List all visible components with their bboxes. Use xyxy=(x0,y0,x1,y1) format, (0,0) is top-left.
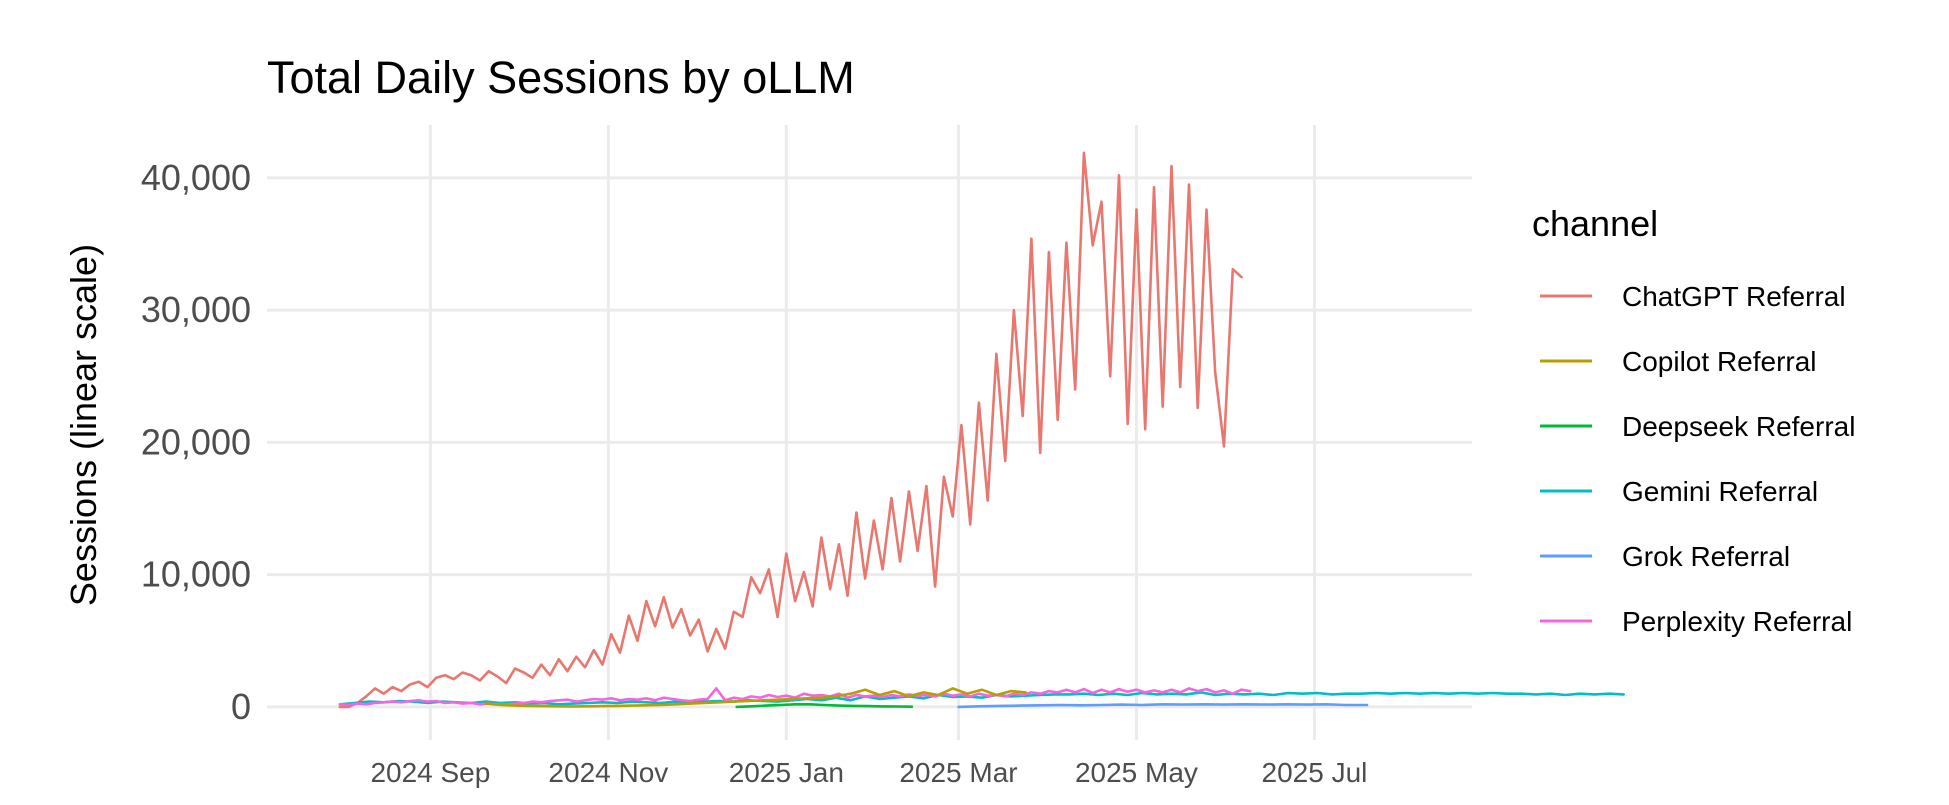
legend-label-grok-referral: Grok Referral xyxy=(1622,541,1790,572)
legend-label-gemini-referral: Gemini Referral xyxy=(1622,476,1818,507)
legend: channel ChatGPT Referral Copilot Referral… xyxy=(1532,203,1855,637)
legend-label-copilot-referral: Copilot Referral xyxy=(1622,346,1817,377)
grid xyxy=(267,125,1472,740)
x-tick-label: 2025 Mar xyxy=(899,757,1017,788)
chart-title: Total Daily Sessions by oLLM xyxy=(267,52,855,103)
x-tick-label: 2025 May xyxy=(1075,757,1198,788)
y-tick-label: 0 xyxy=(231,686,251,727)
y-tick-label: 30,000 xyxy=(141,289,251,330)
series-line-grok-referral xyxy=(957,702,1369,709)
series-line-chatgpt-referral xyxy=(338,151,1243,709)
series-line-gemini-referral xyxy=(338,691,1625,706)
series-line-copilot-referral xyxy=(484,687,1027,708)
x-axis: 2024 Sep 2024 Nov 2025 Jan 2025 Mar 2025 May… xyxy=(370,757,1367,788)
legend-label-deepseek-referral: Deepseek Referral xyxy=(1622,411,1855,442)
y-tick-label: 10,000 xyxy=(141,554,251,595)
y-tick-label: 20,000 xyxy=(141,421,251,462)
legend-label-perplexity-referral: Perplexity Referral xyxy=(1622,606,1852,637)
series-layer xyxy=(338,151,1625,709)
series-line-deepseek-referral xyxy=(735,702,914,709)
x-tick-label: 2025 Jan xyxy=(729,757,844,788)
x-tick-label: 2024 Nov xyxy=(548,757,668,788)
y-axis-label: Sessions (linear scale) xyxy=(63,244,104,606)
legend-label-chatgpt-referral: ChatGPT Referral xyxy=(1622,281,1846,312)
x-tick-label: 2024 Sep xyxy=(370,757,490,788)
y-axis: 0 10,000 20,000 30,000 40,000 xyxy=(141,157,251,727)
legend-title: channel xyxy=(1532,203,1658,244)
y-tick-label: 40,000 xyxy=(141,157,251,198)
x-tick-label: 2025 Jul xyxy=(1262,757,1368,788)
